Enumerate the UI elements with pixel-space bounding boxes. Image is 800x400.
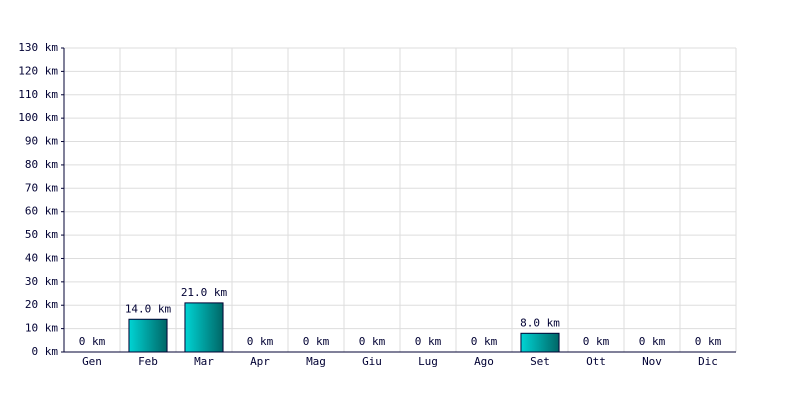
value-label: 0 km <box>471 335 498 348</box>
x-tick-label: Dic <box>698 355 718 368</box>
value-label: 0 km <box>695 335 722 348</box>
y-tick-label: 70 km <box>25 181 58 194</box>
y-tick-label: 0 km <box>32 345 59 358</box>
value-label: 0 km <box>247 335 274 348</box>
x-tick-label: Lug <box>418 355 438 368</box>
x-tick-label: Nov <box>642 355 662 368</box>
value-label: 21.0 km <box>181 286 228 299</box>
y-tick-label: 60 km <box>25 205 58 218</box>
y-tick-label: 130 km <box>18 41 58 54</box>
x-tick-label: Gen <box>82 355 102 368</box>
x-tick-label: Set <box>530 355 550 368</box>
x-tick-label: Mar <box>194 355 214 368</box>
x-tick-label: Mag <box>306 355 326 368</box>
value-label: 8.0 km <box>520 316 560 329</box>
y-tick-label: 50 km <box>25 228 58 241</box>
y-tick-label: 40 km <box>25 251 58 264</box>
y-tick-label: 120 km <box>18 64 58 77</box>
bar <box>184 302 224 353</box>
bar <box>520 332 560 353</box>
y-tick-label: 30 km <box>25 275 58 288</box>
bar <box>128 318 168 353</box>
value-label: 14.0 km <box>125 302 172 315</box>
x-tick-label: Apr <box>250 355 270 368</box>
value-label: 0 km <box>639 335 666 348</box>
x-tick-label: Ago <box>474 355 494 368</box>
y-tick-label: 100 km <box>18 111 58 124</box>
x-tick-label: Feb <box>138 355 158 368</box>
y-tick-label: 110 km <box>18 88 58 101</box>
x-tick-label: Ott <box>586 355 606 368</box>
y-tick-label: 10 km <box>25 322 58 335</box>
y-tick-label: 80 km <box>25 158 58 171</box>
x-tick-label: Giu <box>362 355 382 368</box>
y-tick-label: 20 km <box>25 298 58 311</box>
value-label: 0 km <box>583 335 610 348</box>
value-label: 0 km <box>359 335 386 348</box>
value-label: 0 km <box>415 335 442 348</box>
y-tick-label: 90 km <box>25 135 58 148</box>
value-label: 0 km <box>303 335 330 348</box>
value-label: 0 km <box>79 335 106 348</box>
